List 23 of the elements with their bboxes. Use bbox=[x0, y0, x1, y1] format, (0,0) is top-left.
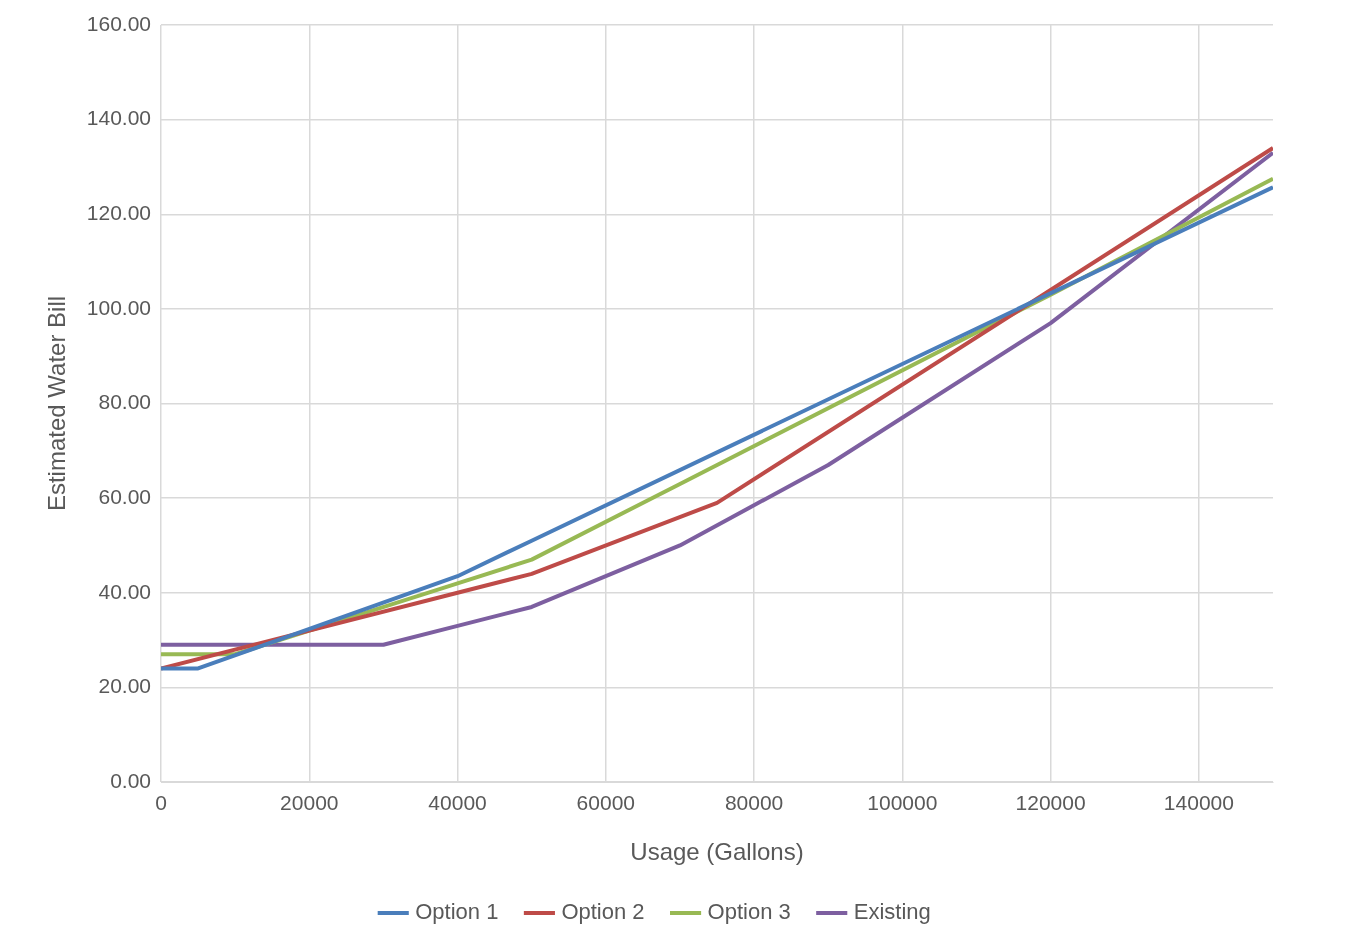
x-tick-label: 40000 bbox=[428, 791, 487, 815]
x-tick-label: 60000 bbox=[576, 791, 636, 815]
y-tick-label: 0.00 bbox=[110, 768, 152, 792]
x-tick-label: 140000 bbox=[1163, 791, 1234, 815]
y-tick-label: 60.00 bbox=[98, 484, 152, 508]
x-tick-label: 80000 bbox=[724, 791, 784, 815]
y-tick-label: 160.00 bbox=[86, 11, 152, 35]
y-tick-label: 100.00 bbox=[86, 295, 152, 319]
x-axis-title: Usage (Gallons) bbox=[630, 838, 804, 866]
y-tick-label: 80.00 bbox=[98, 390, 152, 414]
x-tick-label: 20000 bbox=[280, 791, 339, 815]
x-tick-label: 100000 bbox=[867, 791, 938, 815]
legend-label: Option 1 bbox=[415, 899, 499, 925]
legend-label: Option 2 bbox=[561, 899, 645, 925]
y-tick-label: 120.00 bbox=[86, 201, 152, 225]
legend-label: Existing bbox=[853, 899, 931, 925]
y-tick-label: 140.00 bbox=[86, 106, 152, 130]
y-tick-label: 40.00 bbox=[98, 579, 152, 603]
legend-label: Option 3 bbox=[707, 899, 791, 925]
x-tick-label: 0 bbox=[155, 791, 167, 815]
y-tick-label: 20.00 bbox=[98, 674, 152, 698]
y-axis-title: Estimated Water Bill bbox=[43, 295, 71, 512]
x-tick-label: 120000 bbox=[1015, 791, 1086, 815]
